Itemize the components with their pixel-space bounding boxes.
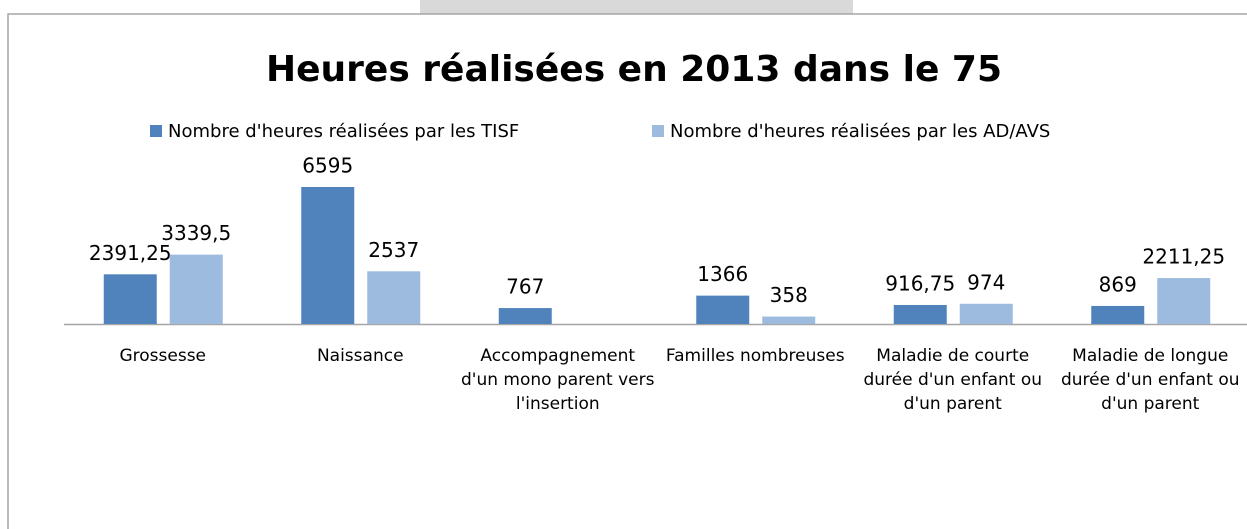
value-label: 974 [967,270,1005,294]
value-label: 869 [1099,272,1137,296]
value-label: 1366 [697,262,748,286]
x-tick-label: Naissance [316,346,404,366]
bar [367,271,421,324]
legend-swatch [150,125,162,137]
bar [103,274,157,324]
bar [301,187,355,324]
value-label: 6595 [302,154,353,178]
value-label: 2537 [368,238,419,262]
value-label: 2211,25 [1142,245,1225,269]
x-tick-label: Accompagnement d'un mono parent vers l'i… [461,346,655,414]
value-label: 767 [506,275,544,299]
x-tick-label: Maladie de longue durée d'un enfant ou d… [1060,346,1240,414]
value-label: 358 [770,283,808,307]
value-label: 2391,25 [89,241,172,265]
x-tick-label: Familles nombreuses [665,346,845,366]
bar [696,295,750,324]
legend-label: Nombre d'heures réalisées par les TISF [168,121,519,142]
bar [1157,278,1211,324]
legend-swatch [652,125,664,137]
legend-label: Nombre d'heures réalisées par les AD/AVS [670,121,1050,142]
value-label: 3339,5 [161,221,231,245]
bar [959,303,1013,324]
value-label: 916,75 [885,271,955,295]
bar [893,304,947,324]
bar [498,308,552,324]
frame [7,13,1247,529]
bar [169,254,223,324]
tab-bar [420,0,853,14]
x-tick-label: Grossesse [119,346,207,366]
chart-title: Heures réalisées en 2013 dans le 75 [266,49,1002,90]
bar [762,316,816,324]
bar [1091,305,1145,324]
x-tick-label: Maladie de courte durée d'un enfant ou d… [863,346,1043,414]
